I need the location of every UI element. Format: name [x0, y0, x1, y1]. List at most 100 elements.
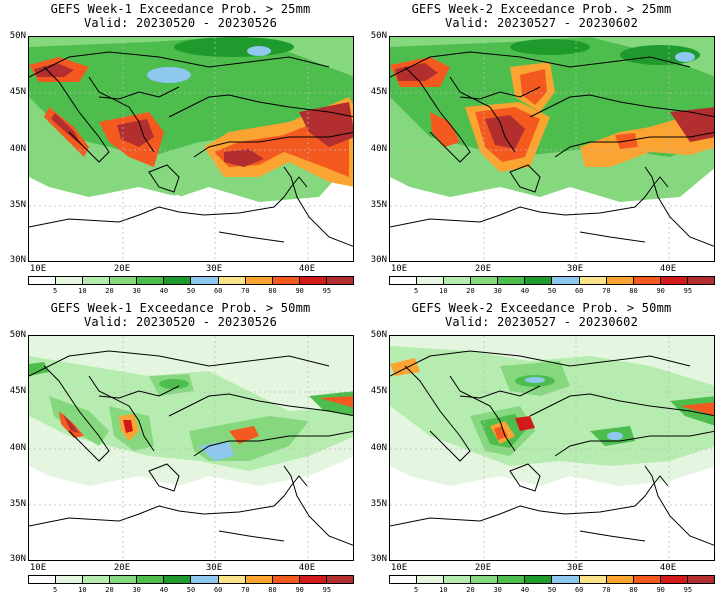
- colorbar-label: 80: [629, 586, 638, 594]
- colorbar-label: 50: [547, 586, 557, 594]
- colorbar-swatch: [660, 576, 688, 583]
- colorbar-swatch: [272, 576, 300, 583]
- colorbar-swatch: [633, 576, 661, 583]
- map-svg: [29, 336, 353, 560]
- panel-title: GEFS Week-1 Exceedance Prob. > 25mm: [50, 2, 311, 16]
- colorbar-label: 50: [186, 287, 196, 295]
- colorbar-swatch: [83, 576, 111, 583]
- colorbar-swatch: [687, 277, 714, 284]
- colorbar-swatch: [29, 576, 57, 583]
- lon-label: 40E: [659, 563, 677, 573]
- colorbar-swatch: [390, 576, 418, 583]
- lon-label: 30E: [205, 264, 223, 274]
- colorbar-swatch: [137, 576, 165, 583]
- colorbar-swatch: [191, 277, 219, 284]
- lon-label: 10E: [390, 563, 408, 573]
- colorbar: [28, 276, 354, 285]
- lat-lon-grid: [29, 336, 353, 560]
- probability-shading: [29, 37, 353, 261]
- lat-label: 50N: [9, 31, 26, 41]
- colorbar: [389, 276, 715, 285]
- panel-title: GEFS Week-2 Exceedance Prob. > 50mm: [411, 301, 672, 315]
- colorbar-label: 40: [520, 287, 530, 295]
- colorbar-swatch: [471, 277, 499, 284]
- lat-label: 30N: [370, 255, 387, 265]
- map-panel-week1-50mm: GEFS Week-1 Exceedance Prob. > 50mm Vali…: [0, 299, 361, 598]
- colorbar-swatch: [579, 576, 607, 583]
- colorbar-label: 60: [574, 586, 584, 594]
- colorbar-swatch: [56, 576, 84, 583]
- colorbar-swatch: [687, 576, 714, 583]
- colorbar-label: 10: [78, 287, 87, 295]
- colorbar-label: 70: [602, 287, 611, 295]
- lat-label: 45N: [9, 87, 26, 97]
- colorbar-swatch: [218, 576, 246, 583]
- lat-label: 40N: [9, 443, 26, 453]
- probability-shading: [390, 336, 714, 560]
- lon-label: 40E: [298, 264, 316, 274]
- colorbar-label: 30: [493, 586, 502, 594]
- colorbar-swatch: [606, 277, 634, 284]
- colorbar-swatch: [83, 277, 111, 284]
- colorbar-swatch: [444, 277, 472, 284]
- lon-label: 30E: [566, 264, 584, 274]
- colorbar-swatch: [633, 277, 661, 284]
- colorbar-swatch: [606, 576, 634, 583]
- lon-label: 20E: [113, 563, 131, 573]
- colorbar-swatch: [218, 277, 246, 284]
- colorbar-label: 10: [78, 586, 87, 594]
- lat-label: 35N: [370, 200, 387, 210]
- colorbar-swatch: [525, 576, 553, 583]
- colorbar: [389, 575, 715, 584]
- lon-label: 10E: [29, 563, 47, 573]
- lon-label: 20E: [113, 264, 131, 274]
- colorbar-label: 30: [493, 287, 502, 295]
- lat-lon-grid: [390, 37, 714, 261]
- colorbar-swatch: [245, 576, 273, 583]
- colorbar-label: 10: [439, 287, 448, 295]
- panel-title: GEFS Week-2 Exceedance Prob. > 25mm: [411, 2, 672, 16]
- colorbar-swatch: [552, 576, 580, 583]
- lat-label: 50N: [370, 31, 387, 41]
- colorbar-swatch: [417, 277, 445, 284]
- lat-label: 35N: [370, 499, 387, 509]
- colorbar-label: 80: [268, 586, 277, 594]
- map-panel-week2-50mm: GEFS Week-2 Exceedance Prob. > 50mm Vali…: [361, 299, 722, 598]
- colorbar-label: 95: [683, 287, 693, 295]
- lon-label: 30E: [205, 563, 223, 573]
- colorbar-swatch: [299, 576, 327, 583]
- colorbar-label: 5: [414, 287, 419, 295]
- map-panel-week1-25mm: GEFS Week-1 Exceedance Prob. > 25mm Vali…: [0, 0, 361, 299]
- panel-valid-dates: Valid: 20230520 - 20230526: [83, 16, 278, 30]
- colorbar-label: 40: [159, 287, 169, 295]
- colorbar-label: 10: [439, 586, 448, 594]
- colorbar-label: 70: [602, 586, 611, 594]
- map-svg: [390, 37, 714, 261]
- colorbar-label: 20: [105, 287, 114, 295]
- coastlines: [29, 51, 353, 247]
- lat-label: 40N: [370, 443, 387, 453]
- colorbar-swatch: [444, 576, 472, 583]
- colorbar-swatch: [471, 576, 499, 583]
- colorbar-swatch: [299, 277, 327, 284]
- colorbar-swatch: [272, 277, 300, 284]
- colorbar-swatch: [417, 576, 445, 583]
- lon-label: 40E: [298, 563, 316, 573]
- map-frame: [389, 36, 715, 262]
- lon-label: 30E: [566, 563, 584, 573]
- colorbar-swatch: [326, 576, 353, 583]
- lat-label: 40N: [9, 144, 26, 154]
- colorbar-swatch: [660, 277, 688, 284]
- panel-valid-dates: Valid: 20230527 - 20230602: [444, 315, 639, 329]
- colorbar-swatch: [110, 576, 138, 583]
- colorbar-label: 95: [322, 287, 332, 295]
- colorbar-swatch: [56, 277, 84, 284]
- colorbar-swatch: [390, 277, 418, 284]
- colorbar-label: 30: [132, 287, 141, 295]
- colorbar-label: 50: [547, 287, 557, 295]
- panel-valid-dates: Valid: 20230527 - 20230602: [444, 16, 639, 30]
- coastlines: [390, 350, 714, 546]
- probability-shading: [390, 37, 714, 261]
- lon-label: 20E: [474, 563, 492, 573]
- lat-label: 35N: [9, 200, 26, 210]
